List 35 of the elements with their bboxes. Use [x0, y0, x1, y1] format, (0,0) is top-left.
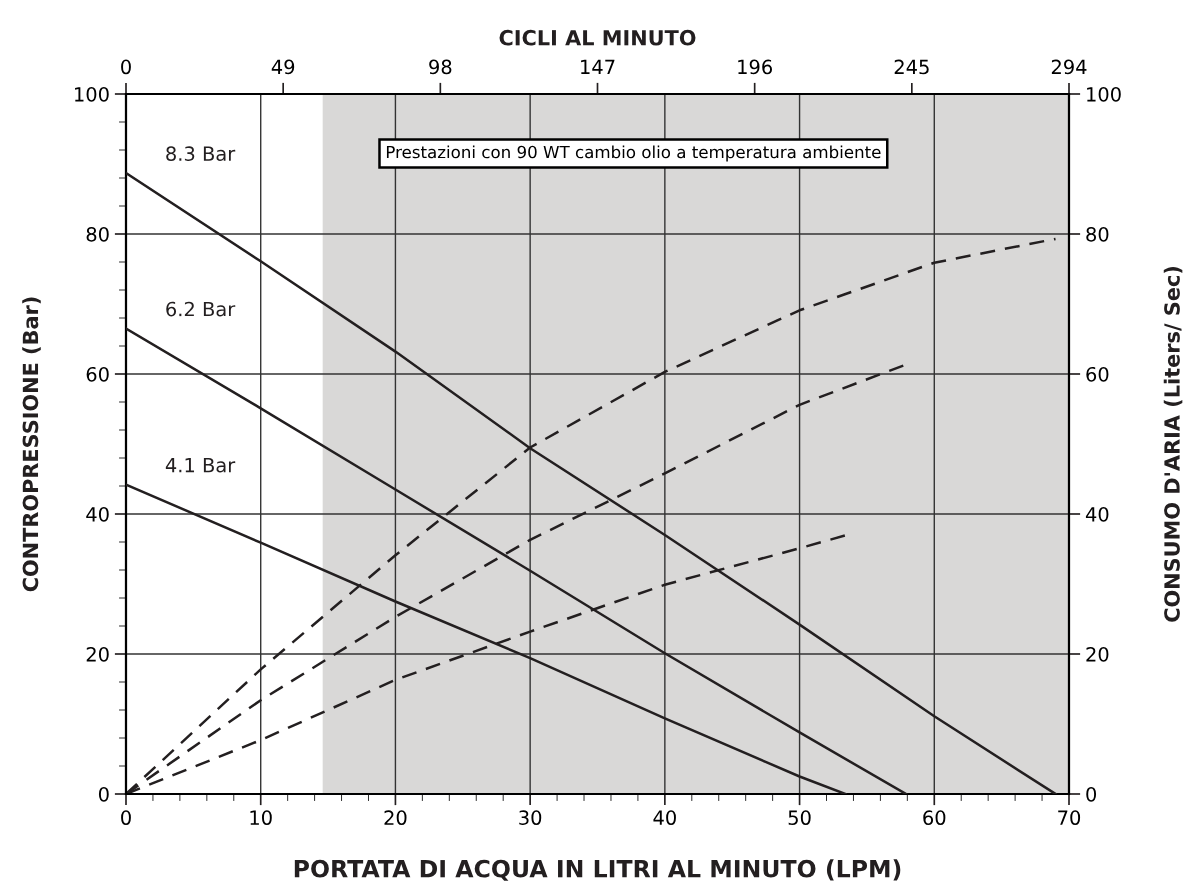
y2-tick-label: 100	[1087, 86, 1121, 102]
y-tick-label: 80	[86, 226, 109, 242]
annotation: Prestazioni con 90 WT cambio olio a temperatura ambiente	[386, 145, 881, 162]
series-label: 6.2 Bar	[166, 301, 236, 317]
y-tick-label: 0	[98, 786, 109, 802]
y-axis-title: CONTROPRESSIONE (Bar)	[22, 297, 41, 592]
x-tick-label: 60	[923, 810, 946, 826]
x-tick-label: 70	[1058, 810, 1081, 826]
y2-tick-label: 0	[1086, 786, 1097, 802]
y-tick-label: 60	[86, 366, 109, 382]
x2-tick-label: 147	[581, 59, 615, 74]
x2-tick-label: 49	[271, 59, 295, 75]
x2-axis-title: CICLI AL MINUTO	[499, 29, 696, 46]
y2-tick-label: 40	[1085, 506, 1109, 522]
x2-tick-label: 245	[894, 59, 929, 75]
x-tick-label: 0	[121, 810, 131, 826]
y-tick-label: 100	[75, 86, 109, 102]
y2-tick-label: 80	[1086, 226, 1109, 242]
y2-tick-label: 60	[1086, 366, 1109, 382]
x-tick-label: 40	[653, 810, 676, 826]
x2-tick-label: 294	[1051, 59, 1087, 75]
x-tick-label: 50	[788, 810, 811, 826]
series-label: 4.1 Bar	[165, 458, 236, 473]
x-tick-label: 10	[250, 810, 272, 826]
x2-tick-label: 98	[429, 59, 452, 75]
x2-tick-label: 196	[738, 59, 772, 75]
x-axis-title: PORTATA DI ACQUA IN LITRI AL MINUTO (LPM)	[294, 859, 901, 881]
y2-axis-title: CONSUMO D'ARIA (Liters/ Sec)	[1163, 267, 1183, 622]
x-tick-label: 20	[384, 810, 407, 826]
x-tick-label: 30	[519, 810, 542, 826]
y2-tick-label: 20	[1086, 646, 1109, 662]
y-tick-label: 20	[86, 646, 109, 662]
series-label: 8.3 Bar	[166, 146, 236, 161]
y-tick-label: 40	[86, 506, 109, 522]
x2-tick-label: 0	[121, 59, 131, 75]
